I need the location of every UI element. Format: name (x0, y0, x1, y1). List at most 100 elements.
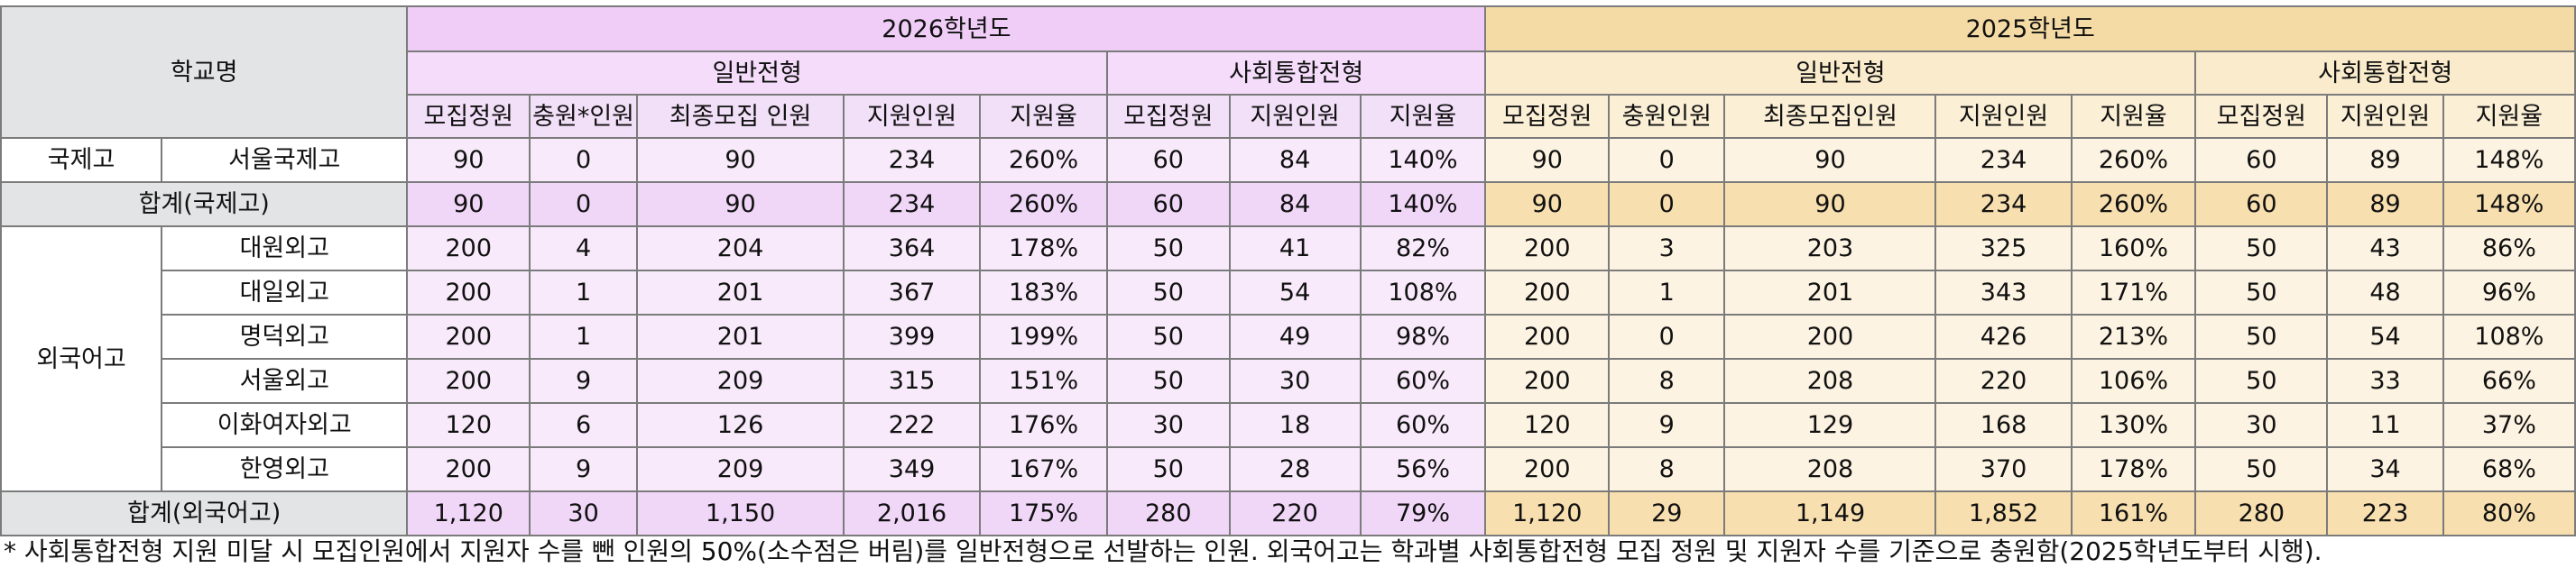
value-cell: 222 (842, 402, 982, 448)
social-2026-header: 사회통합전형 (1105, 50, 1487, 96)
value-cell: 120 (406, 402, 531, 448)
table-row: 명덕외고 200 1 201 399 199% 50 49 98% 200 0 … (1, 314, 2576, 360)
general-2026-header: 일반전형 (406, 50, 1108, 96)
value-cell: 84 (1228, 137, 1362, 183)
value-cell: 30 (2194, 402, 2329, 448)
column-header: 충원*인원 (529, 94, 639, 139)
value-cell: 280 (2194, 490, 2329, 536)
school-cell: 이화여자외고 (161, 402, 409, 448)
value-cell: 200 (1723, 314, 1937, 360)
value-cell: 167% (979, 446, 1108, 492)
school-cell: 한영외고 (161, 446, 409, 492)
value-cell: 213% (2070, 314, 2197, 360)
value-cell: 234 (842, 137, 982, 183)
value-cell: 260% (2070, 137, 2197, 183)
column-header: 지원인원 (1228, 94, 1362, 139)
column-header: 최종모집인원 (1723, 94, 1937, 139)
value-cell: 108% (2442, 314, 2576, 360)
value-cell: 4 (529, 225, 639, 271)
value-cell: 33 (2326, 358, 2444, 404)
value-cell: 1,120 (406, 490, 531, 536)
value-cell: 367 (842, 270, 982, 316)
school-cell: 서울국제고 (161, 137, 409, 183)
value-cell: 54 (1228, 270, 1362, 316)
column-header: 지원율 (2070, 94, 2197, 139)
value-cell: 28 (1228, 446, 1362, 492)
value-cell: 220 (1228, 490, 1362, 536)
value-cell: 50 (1105, 270, 1231, 316)
table-row: 한영외고 200 9 209 349 167% 50 28 56% 200 8 … (1, 446, 2576, 492)
value-cell: 90 (636, 137, 845, 183)
column-header: 모집정원 (1484, 94, 1611, 139)
value-cell: 178% (2070, 446, 2197, 492)
value-cell: 2,016 (842, 490, 982, 536)
value-cell: 98% (1359, 314, 1487, 360)
value-cell: 3 (1608, 225, 1726, 271)
value-cell: 399 (842, 314, 982, 360)
value-cell: 201 (636, 270, 845, 316)
value-cell: 203 (1723, 225, 1937, 271)
value-cell: 0 (1608, 137, 1726, 183)
value-cell: 50 (1105, 225, 1231, 271)
value-cell: 41 (1228, 225, 1362, 271)
column-header: 지원율 (979, 94, 1108, 139)
value-cell: 90 (406, 137, 531, 183)
value-cell: 60 (1105, 181, 1231, 227)
value-cell: 183% (979, 270, 1108, 316)
value-cell: 200 (1484, 446, 1611, 492)
value-cell: 34 (2326, 446, 2444, 492)
value-cell: 260% (979, 181, 1108, 227)
school-cell: 명덕외고 (161, 314, 409, 360)
value-cell: 0 (1608, 314, 1726, 360)
value-cell: 223 (2326, 490, 2444, 536)
value-cell: 90 (636, 181, 845, 227)
value-cell: 0 (529, 137, 639, 183)
value-cell: 8 (1608, 446, 1726, 492)
value-cell: 343 (1934, 270, 2073, 316)
school-cell: 대일외고 (161, 270, 409, 316)
year-2025-header: 2025학년도 (1484, 5, 2576, 52)
column-header: 모집정원 (406, 94, 531, 139)
value-cell: 168 (1934, 402, 2073, 448)
value-cell: 200 (406, 358, 531, 404)
column-header: 지원율 (2442, 94, 2576, 139)
value-cell: 8 (1608, 358, 1726, 404)
value-cell: 50 (2194, 358, 2329, 404)
value-cell: 86% (2442, 225, 2576, 271)
value-cell: 1 (529, 270, 639, 316)
value-cell: 30 (1228, 358, 1362, 404)
value-cell: 120 (1484, 402, 1611, 448)
table-row: 외국어고 대원외고 200 4 204 364 178% 50 41 82% 2… (0, 225, 2576, 492)
total-row: 합계(외국어고) 1,120 30 1,150 2,016 175% 280 2… (0, 490, 2576, 536)
value-cell: 160% (2070, 225, 2197, 271)
value-cell: 364 (842, 225, 982, 271)
value-cell: 30 (529, 490, 639, 536)
column-header: 모집정원 (1105, 94, 1231, 139)
value-cell: 200 (406, 314, 531, 360)
value-cell: 280 (1105, 490, 1231, 536)
header-row-columns: 모집정원 충원*인원 최종모집 인원 지원인원 지원율 모집정원 지원인원 지원… (1, 94, 2576, 139)
value-cell: 90 (1484, 181, 1611, 227)
value-cell: 60 (1105, 137, 1231, 183)
value-cell: 0 (1608, 181, 1726, 227)
total-label: 합계(외국어고) (0, 490, 409, 536)
value-cell: 6 (529, 402, 639, 448)
value-cell: 1,852 (1934, 490, 2073, 536)
value-cell: 84 (1228, 181, 1362, 227)
social-2025-header: 사회통합전형 (2194, 50, 2576, 96)
value-cell: 199% (979, 314, 1108, 360)
admissions-table: 학교명 2026학년도 2025학년도 일반전형 사회통합전형 일반전형 사회통… (0, 5, 2576, 536)
value-cell: 176% (979, 402, 1108, 448)
value-cell: 201 (1723, 270, 1937, 316)
value-cell: 60% (1359, 358, 1487, 404)
value-cell: 43 (2326, 225, 2444, 271)
value-cell: 90 (1723, 181, 1937, 227)
value-cell: 178% (979, 225, 1108, 271)
value-cell: 30 (1105, 402, 1231, 448)
year-2026-header: 2026학년도 (406, 5, 1487, 52)
value-cell: 106% (2070, 358, 2197, 404)
value-cell: 200 (1484, 270, 1611, 316)
value-cell: 66% (2442, 358, 2576, 404)
total-row: 합계(국제고) 90 0 90 234 260% 60 84 140% 90 0… (0, 181, 2576, 227)
value-cell: 234 (1934, 181, 2073, 227)
